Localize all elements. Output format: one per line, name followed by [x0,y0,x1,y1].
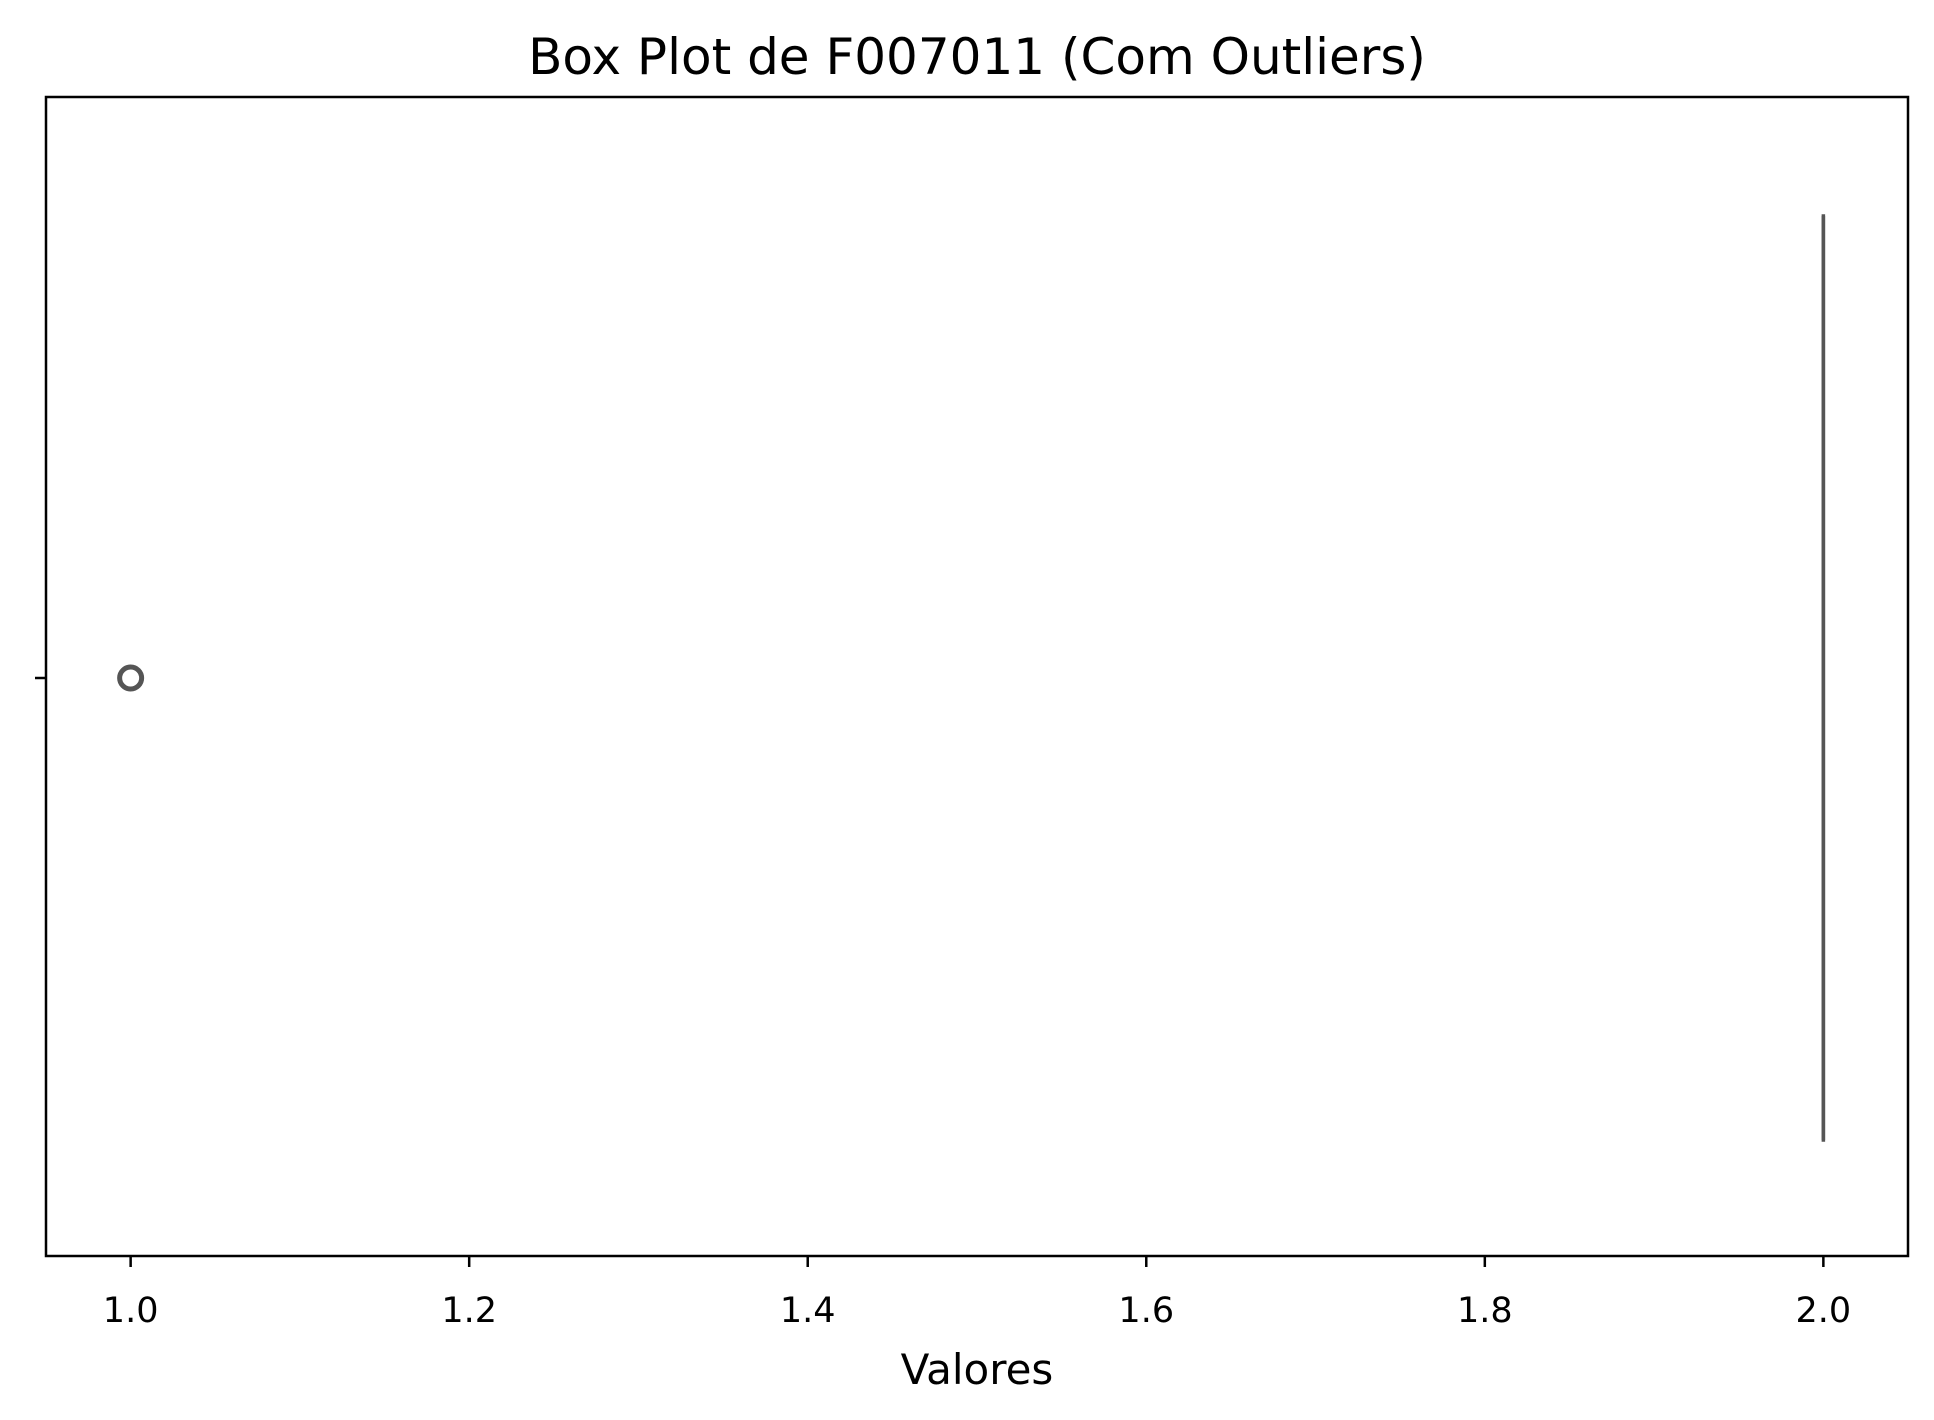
plot-area-frame [44,95,1910,1258]
x-tick-label: 1.6 [1118,1291,1174,1331]
x-tick-label: 2.0 [1796,1291,1852,1331]
outlier-point [117,664,145,692]
x-axis: 1.0 1.2 1.4 1.6 1.8 2.0 [103,1256,1851,1331]
x-tick-label: 1.8 [1457,1291,1513,1331]
x-axis-label: Valores [901,1345,1054,1394]
x-tick-label: 1.0 [103,1291,159,1331]
chart-marks [117,214,1826,1142]
chart-title: Box Plot de F007011 (Com Outliers) [528,28,1426,86]
x-tick-label: 1.2 [441,1291,497,1331]
x-tick-label: 1.4 [780,1291,836,1331]
